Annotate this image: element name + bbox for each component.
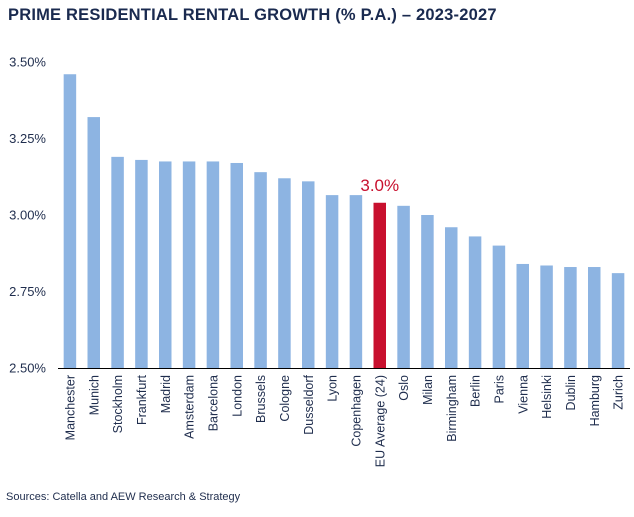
x-tick-label: Hamburg (588, 375, 602, 426)
annotations: 3.0% (360, 176, 399, 195)
x-tick-label: Amsterdam (183, 375, 197, 439)
bar (325, 195, 339, 368)
y-tick-label: 3.25% (9, 131, 46, 146)
bar (445, 227, 458, 368)
x-tick-label: Helsinki (540, 375, 554, 419)
bar (492, 245, 506, 368)
x-tick-label: Madrid (159, 375, 173, 413)
x-tick-label: EU Average (24) (373, 375, 387, 467)
x-tick-label: Copenhagen (349, 375, 363, 447)
x-tick-label: Lyon (326, 375, 340, 402)
bar (564, 267, 577, 368)
x-tick-label: Cologne (278, 375, 292, 422)
bar (588, 267, 601, 368)
bars (63, 74, 625, 369)
x-tick-label: Dusseldorf (302, 374, 316, 434)
y-tick-label: 3.50% (9, 55, 46, 70)
bar (468, 236, 482, 368)
bar (302, 181, 315, 368)
bar (135, 159, 148, 368)
source-note: Sources: Catella and AEW Research & Stra… (6, 491, 241, 503)
x-tick-label: Barcelona (206, 375, 220, 431)
bar (206, 161, 220, 368)
bar (254, 172, 267, 368)
chart-title: PRIME RESIDENTIAL RENTAL GROWTH (% P.A.)… (8, 6, 497, 24)
bar (230, 162, 243, 368)
bar (111, 156, 124, 368)
x-tick-label: Munich (87, 375, 101, 415)
bar (159, 161, 172, 368)
bar (611, 273, 625, 368)
x-tick-label: Paris (492, 375, 506, 403)
x-tick-label: Manchester (63, 375, 77, 440)
bar (182, 161, 196, 368)
bar (516, 263, 529, 368)
bar (87, 117, 100, 368)
x-tick-label: Frankfurt (135, 374, 149, 425)
x-tick-label: Oslo (397, 375, 411, 401)
x-tick-label: Zurich (612, 375, 626, 410)
x-tick-label: London (230, 375, 244, 417)
y-tick-label: 3.00% (9, 208, 46, 223)
bar (397, 205, 410, 368)
x-tick-label: Milan (421, 375, 435, 405)
bar (278, 178, 291, 368)
bar-highlight (373, 202, 386, 368)
bar (540, 265, 553, 368)
x-tick-label: Berlin (469, 375, 483, 407)
x-tick-label: Dublin (564, 375, 578, 410)
y-tick-label: 2.50% (9, 361, 46, 376)
x-axis: Manchester Munich Stockholm Frankfurt Madrid… (63, 374, 625, 467)
y-axis: 2.50% 2.75% 3.00% 3.25% 3.50% (9, 55, 46, 376)
x-tick-label: Birmingham (445, 375, 459, 442)
data-label: 3.0% (360, 176, 399, 195)
bar (349, 195, 363, 368)
x-tick-label: Vienna (516, 375, 530, 414)
bar (421, 215, 434, 368)
bar (63, 74, 77, 369)
x-tick-label: Brussels (254, 375, 268, 423)
x-tick-label: Stockholm (111, 375, 125, 433)
y-tick-label: 2.75% (9, 284, 46, 299)
